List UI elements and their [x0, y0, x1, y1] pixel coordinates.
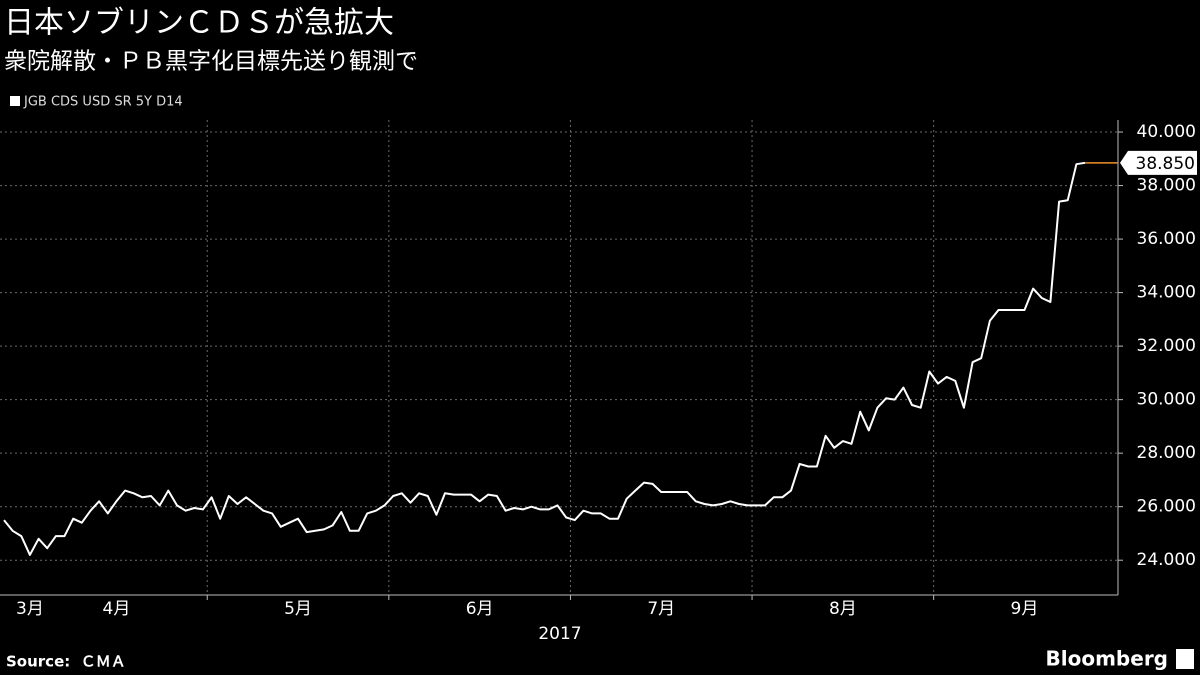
y-tick-label: 26.000: [1137, 497, 1196, 517]
value-label: 38.850: [1136, 154, 1195, 174]
y-tick-label: 34.000: [1137, 283, 1196, 303]
x-tick-label: 7月: [647, 599, 675, 619]
source: Source: ＣＭＡ: [6, 653, 126, 671]
y-tick-label: 30.000: [1137, 390, 1196, 410]
x-tick-label: 6月: [466, 599, 494, 619]
x-tick-label: 4月: [103, 599, 131, 619]
y-tick-label: 40.000: [1137, 122, 1196, 142]
value-label-box: [1120, 150, 1197, 175]
y-tick-label: 38.000: [1137, 176, 1196, 196]
x-tick-label: 8月: [829, 599, 857, 619]
legend-swatch: [10, 96, 20, 106]
data-line: [3, 161, 1086, 556]
x-tick-label: 5月: [284, 599, 312, 619]
y-tick-label: 36.000: [1137, 229, 1196, 249]
y-tick-label: 24.000: [1137, 550, 1196, 570]
y-tick-label: 32.000: [1137, 336, 1196, 356]
brand-icon: [1176, 649, 1194, 669]
x-axis-label: 2017: [538, 624, 581, 644]
legend-label: JGB CDS USD SR 5Y D14: [23, 95, 183, 110]
chart-title: 日本ソブリンＣＤＳが急拡大: [4, 6, 394, 41]
y-tick-label: 28.000: [1137, 443, 1196, 463]
x-tick-label: 3月: [16, 599, 44, 619]
brand: Bloomberg: [1046, 647, 1168, 671]
x-tick-label: 9月: [1011, 599, 1039, 619]
chart-subtitle: 衆院解散・ＰＢ黒字化目標先送り観測で: [4, 49, 418, 75]
